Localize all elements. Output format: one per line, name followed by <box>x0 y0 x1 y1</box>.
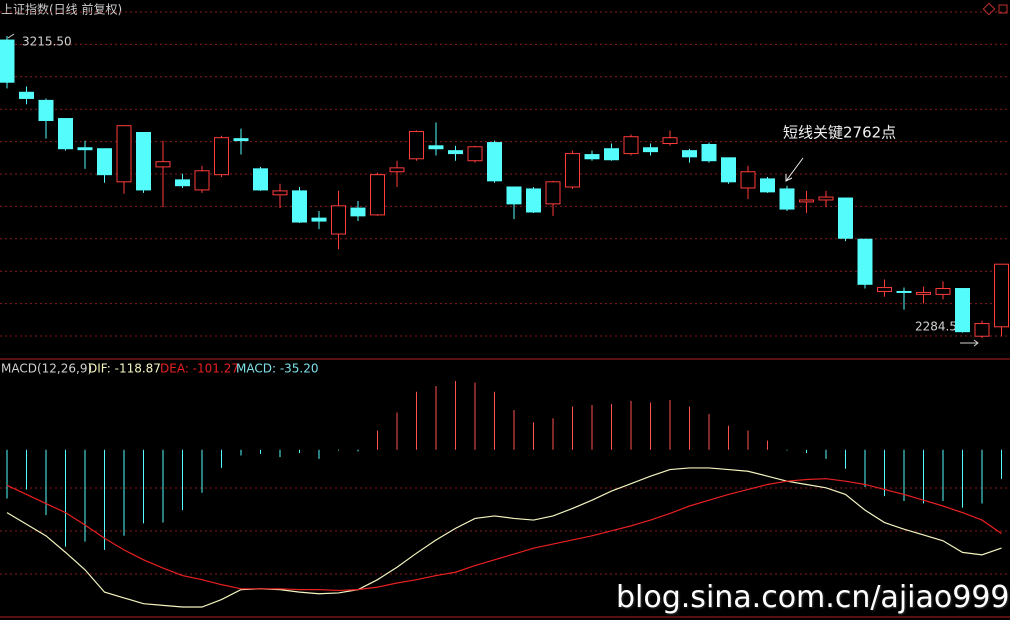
candle-body <box>19 91 34 99</box>
candle-body <box>136 132 151 191</box>
candle-body <box>487 142 502 182</box>
candle-body <box>974 323 990 337</box>
candle-body <box>506 186 522 205</box>
candle-body <box>175 179 190 187</box>
candle-body <box>935 288 951 295</box>
candle-body <box>916 291 931 295</box>
min-arrow <box>973 339 979 347</box>
legend-entry: MACD: -35.20 <box>236 362 319 376</box>
candle-body <box>740 171 756 189</box>
candle-body <box>38 99 54 122</box>
legend-entry: DEA: -101.27 <box>160 362 239 376</box>
indicator-line <box>6 467 1002 608</box>
watermark: blog.sina.com.cn/ajiao9999 <box>616 580 1010 615</box>
candle-body <box>545 181 561 205</box>
candle-body <box>155 161 171 168</box>
candle-body <box>565 153 580 188</box>
annotation: 短线关键2762点 <box>783 124 896 142</box>
candle-body <box>233 138 249 142</box>
candle-body <box>116 125 132 183</box>
candle-body <box>428 145 444 150</box>
candle-body <box>838 197 853 239</box>
min-label: 2284.5 <box>915 320 957 334</box>
legend-entry: DIF: -118.87 <box>88 362 161 376</box>
candle-body <box>623 136 639 155</box>
candle-body <box>857 238 873 285</box>
candle-body <box>584 154 600 160</box>
candle-body <box>370 174 385 216</box>
candle-body <box>701 144 717 162</box>
candle-body <box>77 147 93 151</box>
candle-body <box>526 188 541 213</box>
candle-body <box>818 196 834 201</box>
candle-body <box>799 199 814 203</box>
macd-title: MACD(12,26,9) <box>1 362 92 376</box>
icon[interactable] <box>998 4 1008 14</box>
candle-body <box>97 148 112 176</box>
annotation-arrow <box>785 174 793 182</box>
chart-title: 上证指数(日线 前复权) <box>1 2 122 17</box>
candle-body <box>877 287 892 292</box>
max-arrow <box>7 33 15 39</box>
candle-body <box>350 207 366 217</box>
candle-body <box>311 217 327 222</box>
candle-body <box>662 137 678 145</box>
candle-body <box>779 188 795 210</box>
indicator-line <box>6 478 1002 592</box>
candle-body <box>214 137 229 176</box>
candle-body <box>955 288 970 333</box>
candle-body <box>682 150 697 158</box>
candle-body <box>721 157 736 183</box>
candle-body <box>331 205 346 235</box>
candle-body <box>292 190 307 223</box>
candle-body <box>194 170 210 191</box>
candle-body <box>604 148 619 161</box>
candle-body <box>409 131 424 160</box>
candle-body <box>253 168 268 191</box>
annotation-arrow <box>785 157 804 182</box>
grid <box>0 11 1010 575</box>
candle-body <box>58 118 73 150</box>
candle-body <box>760 178 775 193</box>
candle-body <box>272 190 288 196</box>
candle-body <box>994 263 1009 328</box>
max-label: 3215.50 <box>22 35 72 49</box>
candle-body <box>643 147 658 153</box>
candle-body <box>389 167 405 173</box>
candle-body <box>448 150 463 155</box>
icon[interactable] <box>982 2 996 16</box>
candle-body <box>467 146 483 162</box>
candle-body <box>0 39 15 83</box>
candle-body <box>896 290 912 293</box>
